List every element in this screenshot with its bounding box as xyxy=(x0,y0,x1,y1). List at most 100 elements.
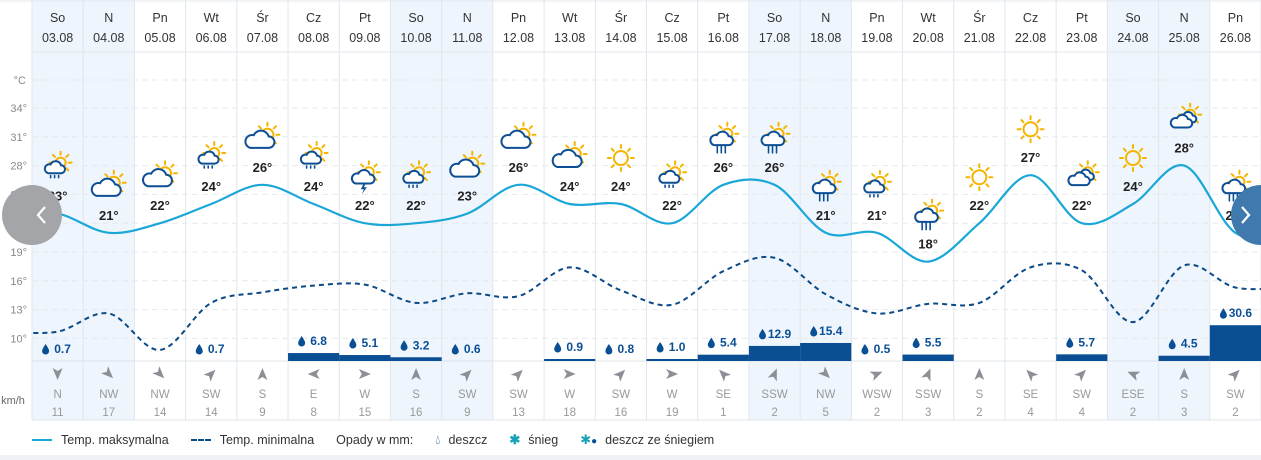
sun-ray xyxy=(65,153,70,158)
precip-label-group: 12.9 xyxy=(759,327,792,341)
precip-value: 1.0 xyxy=(669,340,686,354)
max-temp-label: 22° xyxy=(662,198,682,213)
rain-sun-icon xyxy=(402,160,432,190)
prev-button[interactable] xyxy=(2,185,62,245)
day-name: Wt xyxy=(562,11,578,25)
max-temp-label: 24° xyxy=(201,179,221,194)
precip-value: 0.7 xyxy=(54,342,71,356)
rain-sun-icon xyxy=(299,141,329,171)
sun-ray xyxy=(360,163,365,168)
precip-title: Opady w mm: xyxy=(336,433,414,447)
cloud-shape xyxy=(197,150,220,165)
cloud-shape xyxy=(1169,113,1194,129)
precip-label-group: 0.7 xyxy=(195,342,225,356)
raindrop-icon xyxy=(1168,338,1176,350)
wind-direction: NW xyxy=(816,389,835,401)
max-temp-label: 22° xyxy=(150,198,170,213)
wind-direction: S xyxy=(412,389,420,401)
precip-value: 5.4 xyxy=(720,336,737,350)
max-temp-label: 22° xyxy=(1072,198,1092,213)
wind-speed: 15 xyxy=(358,407,371,419)
sun-ray xyxy=(1020,119,1025,124)
sun-ray xyxy=(65,167,70,172)
max-temp-label: 18° xyxy=(918,237,938,252)
cloud-sun-icon xyxy=(90,169,127,197)
rain-sun-icon xyxy=(863,169,892,200)
sun-ray xyxy=(477,154,482,159)
cloud-shape xyxy=(1221,178,1247,195)
weekend-shade xyxy=(441,0,493,420)
raindrop-icon xyxy=(400,340,408,351)
day-name: Pn xyxy=(511,11,526,25)
cloud-shape xyxy=(863,179,886,194)
precip-bar xyxy=(748,345,801,361)
sun-ray xyxy=(923,201,928,206)
precip-value: 5.5 xyxy=(925,336,942,350)
wind-speed: 9 xyxy=(464,407,470,419)
sun-ray xyxy=(834,173,839,178)
legend-min: Temp. minimalna xyxy=(190,433,314,447)
precip-label-group: 0.6 xyxy=(451,342,481,356)
sun-ray xyxy=(871,173,876,178)
wind-direction: E xyxy=(310,389,318,401)
bottom-border xyxy=(0,455,1261,460)
legend-max: Temp. maksymalna xyxy=(32,433,169,447)
precip-bar xyxy=(1209,325,1261,361)
sun-icon xyxy=(1118,144,1147,172)
sun-ray xyxy=(969,167,974,172)
wind-direction-arrow-icon xyxy=(1227,369,1240,382)
precip-value: 0.9 xyxy=(566,340,583,354)
max-temp-label: 24° xyxy=(1123,179,1143,194)
weather-chart: °C34°31°28°25°22°19°16°13°10°So03.08N04.… xyxy=(0,0,1261,421)
wind-direction-arrow-icon xyxy=(203,369,216,382)
day-date: 04.08 xyxy=(93,31,124,45)
sun-ray xyxy=(1139,164,1144,169)
sun-ray xyxy=(462,154,467,159)
weekend-shade xyxy=(1158,0,1210,420)
day-date: 23.08 xyxy=(1066,31,1097,45)
sun-icon xyxy=(606,144,635,172)
wind-speed: 19 xyxy=(666,407,679,419)
prev-button-circle xyxy=(2,185,62,245)
raindrop-icon xyxy=(656,342,664,353)
sun-icon xyxy=(1016,115,1045,144)
precip-value: 5.7 xyxy=(1078,335,1095,349)
dashed-line-swatch xyxy=(190,439,211,441)
legend-snow: ✱ śnieg xyxy=(509,432,558,448)
precip-value: 0.7 xyxy=(208,342,225,356)
wind-speed: 3 xyxy=(925,407,931,419)
cloud-shape xyxy=(811,178,837,195)
next-button[interactable] xyxy=(1231,185,1261,245)
day-name: So xyxy=(408,11,423,25)
day-date: 15.08 xyxy=(656,31,687,45)
precip-bar xyxy=(339,355,391,361)
day-date: 18.08 xyxy=(810,31,841,45)
cloud-shape xyxy=(244,129,276,149)
wind-direction: SE xyxy=(1023,389,1039,401)
wind-direction: W xyxy=(667,389,678,401)
sun-icon xyxy=(965,163,994,192)
sun-ray xyxy=(769,125,774,130)
sun-ray xyxy=(1092,163,1097,168)
solid-line-swatch xyxy=(32,439,52,441)
wind-direction-arrow-icon xyxy=(52,368,63,380)
precip-value: 5.1 xyxy=(362,336,379,350)
wind-speed: 18 xyxy=(563,407,576,419)
sun-ray xyxy=(626,147,632,152)
sun-disc xyxy=(1124,150,1141,166)
rain-sun-icon xyxy=(43,150,73,181)
wind-speed: 14 xyxy=(154,407,167,419)
day-name: So xyxy=(1125,11,1140,25)
wind-speed: 14 xyxy=(205,407,218,419)
max-temp-label: 21° xyxy=(867,208,887,223)
sun-ray xyxy=(985,167,990,172)
rain-sun-icon xyxy=(197,141,227,171)
precip-value: 4.5 xyxy=(1181,337,1198,351)
wind-direction: SSW xyxy=(915,389,941,401)
sun-ray xyxy=(626,164,632,169)
y-tick-label: 28° xyxy=(10,161,27,173)
raindrop-icon xyxy=(42,344,50,355)
day-date: 16.08 xyxy=(708,31,739,45)
precip-value: 3.2 xyxy=(413,338,430,352)
cloud-shape xyxy=(449,158,481,178)
